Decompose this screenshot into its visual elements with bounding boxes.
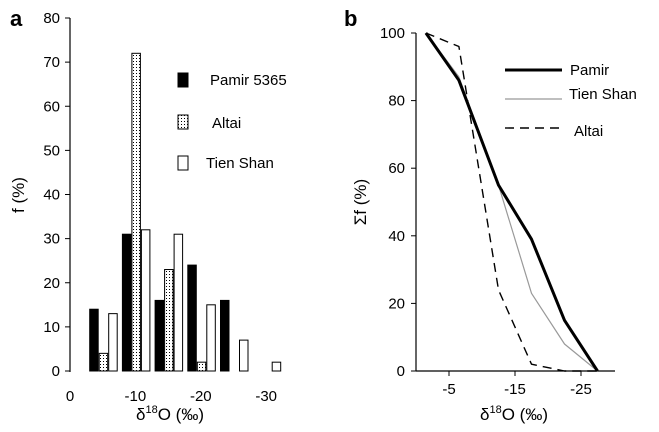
b-x-tick-label-5: -5	[442, 381, 455, 398]
b-y-tick-label-40: 40	[388, 228, 405, 245]
bar-tien-shan-15	[173, 233, 184, 372]
b-x-tick-label-15: -15	[504, 381, 526, 398]
panel-a: a 0 10 20 30 40 50 60 70 80 0 -10 -20 -30 f (%) δ18…	[9, 6, 287, 424]
bar-altai-5	[98, 352, 109, 372]
bar-altai-20	[196, 361, 207, 372]
bar-altai-15	[164, 269, 174, 372]
legend-label-tien-shan-b: Tien Shan	[569, 86, 637, 103]
y-tick-label-10: 10	[43, 319, 60, 336]
bar-pamir-5365-10	[121, 233, 132, 372]
line-tien-shan	[425, 32, 598, 372]
panel-a-y-axis-title: f (%)	[9, 177, 28, 213]
bar-tien-shan-10	[140, 229, 151, 372]
bar-pamir-5365-15	[154, 299, 165, 372]
x-tick-label-0: 0	[66, 388, 74, 405]
legend-label-pamir: Pamir	[570, 62, 609, 79]
legend-swatch-altai	[177, 114, 189, 130]
legend-label-tien-shan: Tien Shan	[206, 155, 274, 172]
legend-label-altai-b: Altai	[574, 123, 603, 140]
panel-a-bars	[89, 52, 282, 372]
panel-a-legend: Pamir 5365 Altai Tien Shan	[177, 72, 287, 172]
y-tick-label-70: 70	[43, 54, 60, 71]
y-tick-label-0: 0	[52, 363, 60, 380]
b-y-tick-label-20: 20	[388, 295, 405, 312]
y-tick-label-50: 50	[43, 142, 60, 159]
bar-altai-10	[131, 52, 141, 372]
legend-swatch-tien-shan	[177, 155, 189, 171]
panel-a-letter: a	[10, 6, 23, 31]
b-y-tick-label-100: 100	[380, 25, 405, 42]
y-tick-label-30: 30	[43, 231, 60, 248]
x-tick-label-10: -10	[125, 388, 147, 405]
bar-pamir-5365-25	[220, 299, 230, 372]
y-tick-label-80: 80	[43, 10, 60, 27]
panel-b-legend: Pamir Tien Shan Altai	[505, 62, 637, 140]
y-tick-label-40: 40	[43, 187, 60, 204]
y-tick-label-60: 60	[43, 98, 60, 115]
b-x-tick-label-25: -25	[570, 381, 592, 398]
panel-b-lines	[424, 32, 599, 372]
panel-a-x-axis-title: δ18O (‰)	[136, 404, 204, 424]
bar-pamir-5365-5	[89, 308, 99, 372]
panel-a-y-ticks: 0 10 20 30 40 50 60 70 80	[43, 10, 70, 380]
panel-b-x-axis-title: δ18O (‰)	[480, 404, 548, 424]
line-altai	[425, 32, 598, 372]
bar-pamir-5365-20	[187, 264, 197, 372]
panel-b-y-ticks: 0 20 40 60 80 100	[380, 25, 416, 380]
b-y-tick-label-0: 0	[397, 363, 405, 380]
b-y-tick-label-80: 80	[388, 93, 405, 110]
legend-label-altai: Altai	[212, 115, 241, 132]
panel-b-y-axis-title: Σf (%)	[351, 179, 370, 225]
x-tick-label-30: -30	[255, 388, 277, 405]
b-y-tick-label-60: 60	[388, 160, 405, 177]
panel-a-x-ticks: 0 -10 -20 -30	[66, 388, 277, 405]
bar-tien-shan-25	[239, 339, 249, 372]
panel-b-letter: b	[344, 6, 357, 31]
legend-label-pamir-5365: Pamir 5365	[210, 72, 287, 89]
bar-tien-shan-20	[206, 304, 216, 372]
line-pamir	[424, 32, 599, 372]
y-tick-label-20: 20	[43, 275, 60, 292]
panel-b-x-ticks: -5 -15 -25	[442, 371, 592, 398]
bar-tien-shan-30	[271, 361, 282, 372]
x-tick-label-20: -20	[190, 388, 212, 405]
bar-tien-shan-5	[108, 313, 118, 372]
legend-swatch-pamir-5365	[177, 72, 189, 88]
